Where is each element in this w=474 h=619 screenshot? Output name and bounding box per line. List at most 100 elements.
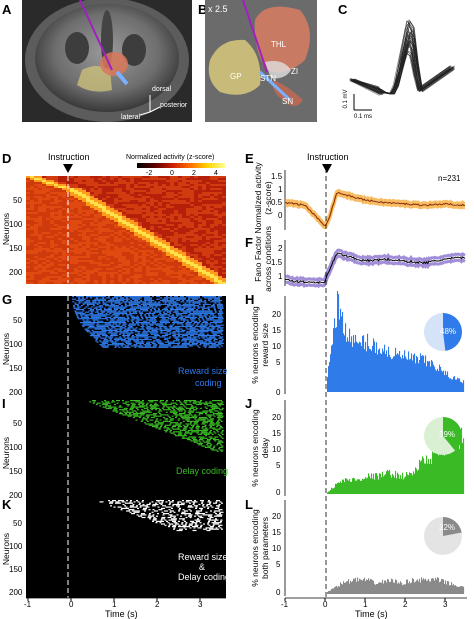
raster-tick (219, 320, 222, 322)
heatmap-cell (142, 280, 146, 282)
raster-tick (108, 301, 111, 303)
heatmap-cell (178, 242, 182, 244)
heatmap-cell (170, 258, 174, 260)
heatmap-cell (146, 208, 150, 210)
raster-tick (143, 306, 146, 308)
heatmap-cell (110, 224, 114, 226)
heatmap-cell (190, 246, 194, 248)
raster-tick (105, 329, 108, 331)
raster-tick (199, 340, 202, 342)
heatmap-cell (118, 204, 122, 206)
raster-tick (136, 335, 138, 337)
raster-tick (78, 302, 81, 304)
heatmap-cell (118, 220, 122, 222)
raster-tick (122, 333, 125, 335)
raster-tick (124, 328, 127, 330)
heatmap-cell (102, 228, 106, 230)
heatmap-cell (126, 246, 130, 248)
raster-tick (169, 403, 172, 406)
raster-tick (149, 407, 152, 409)
heatmap-cell (86, 184, 90, 186)
heatmap-cell (118, 268, 122, 270)
raster-tick (214, 337, 217, 339)
heatmap-cell (122, 260, 126, 262)
raster-tick (188, 297, 191, 299)
heatmap-cell (186, 228, 190, 230)
heatmap-cell (134, 194, 138, 196)
raster-tick (201, 329, 204, 331)
raster-tick (78, 299, 81, 302)
raster-tick (76, 303, 79, 305)
heatmap-cell (54, 206, 58, 208)
raster-tick (221, 307, 224, 309)
heatmap-cell (142, 218, 146, 220)
raster-tick (153, 403, 156, 406)
heatmap-cell (62, 208, 66, 210)
raster-tick (119, 405, 122, 407)
raster-tick (75, 312, 78, 315)
heatmap-cell (30, 240, 34, 242)
raster-tick (96, 325, 99, 328)
raster-tick (142, 303, 145, 305)
raster-tick (170, 406, 173, 408)
heatmap-cell (162, 226, 166, 228)
heatmap-cell (94, 208, 98, 210)
raster-tick (136, 299, 139, 302)
heatmap-cell (162, 264, 166, 266)
raster-tick (161, 407, 164, 409)
heatmap-cell (186, 212, 190, 214)
raster-tick (198, 402, 201, 404)
heatmap-cell (210, 246, 214, 248)
raster-tick (106, 297, 109, 299)
raster-tick (211, 312, 214, 315)
heatmap-cell (186, 230, 190, 232)
raster-tick (198, 319, 201, 321)
heatmap-cell (130, 200, 134, 202)
heatmap-cell (78, 216, 82, 218)
heatmap-cell (106, 266, 110, 268)
raster-tick (206, 402, 209, 404)
heatmap-cell (98, 248, 102, 250)
raster-tick (153, 405, 156, 407)
heatmap-cell (110, 238, 114, 240)
raster-tick (116, 331, 119, 333)
raster-tick (218, 311, 221, 313)
heatmap-cell (114, 210, 118, 212)
raster-tick (175, 340, 178, 342)
raster-tick (146, 319, 149, 321)
heatmap-cell (38, 198, 42, 200)
heatmap-cell (98, 224, 102, 226)
heatmap-cell (46, 230, 50, 232)
heatmap-cell (178, 276, 182, 278)
heatmap-cell (178, 232, 182, 234)
raster-tick (209, 312, 212, 315)
raster-tick (143, 314, 146, 316)
raster-tick (145, 338, 148, 341)
heatmap-cell (50, 190, 54, 192)
heatmap-cell (190, 180, 194, 182)
heatmap-cell (86, 224, 90, 226)
raster-tick (193, 329, 196, 331)
heatmap-cell (38, 262, 42, 264)
raster-tick (200, 402, 203, 404)
heatmap-cell (26, 244, 30, 246)
heatmap-cell (74, 176, 78, 178)
heatmap-cell (110, 250, 114, 252)
heatmap-cell (138, 266, 142, 268)
heatmap-cell (66, 188, 70, 190)
heatmap-cell (194, 234, 198, 236)
heatmap-cell (122, 248, 126, 250)
heatmap-cell (206, 280, 210, 282)
raster-tick (113, 312, 116, 315)
heatmap-cell (146, 230, 150, 232)
heatmap-cell (82, 210, 86, 212)
raster-tick (189, 314, 192, 316)
raster-tick (202, 309, 204, 311)
raster-tick (97, 327, 100, 329)
heatmap-cell (34, 194, 38, 196)
raster-tick (162, 345, 165, 347)
heatmap-cell (198, 184, 202, 186)
heatmap-cell (46, 252, 50, 254)
raster-tick (148, 297, 151, 299)
heatmap-cell (198, 202, 202, 204)
